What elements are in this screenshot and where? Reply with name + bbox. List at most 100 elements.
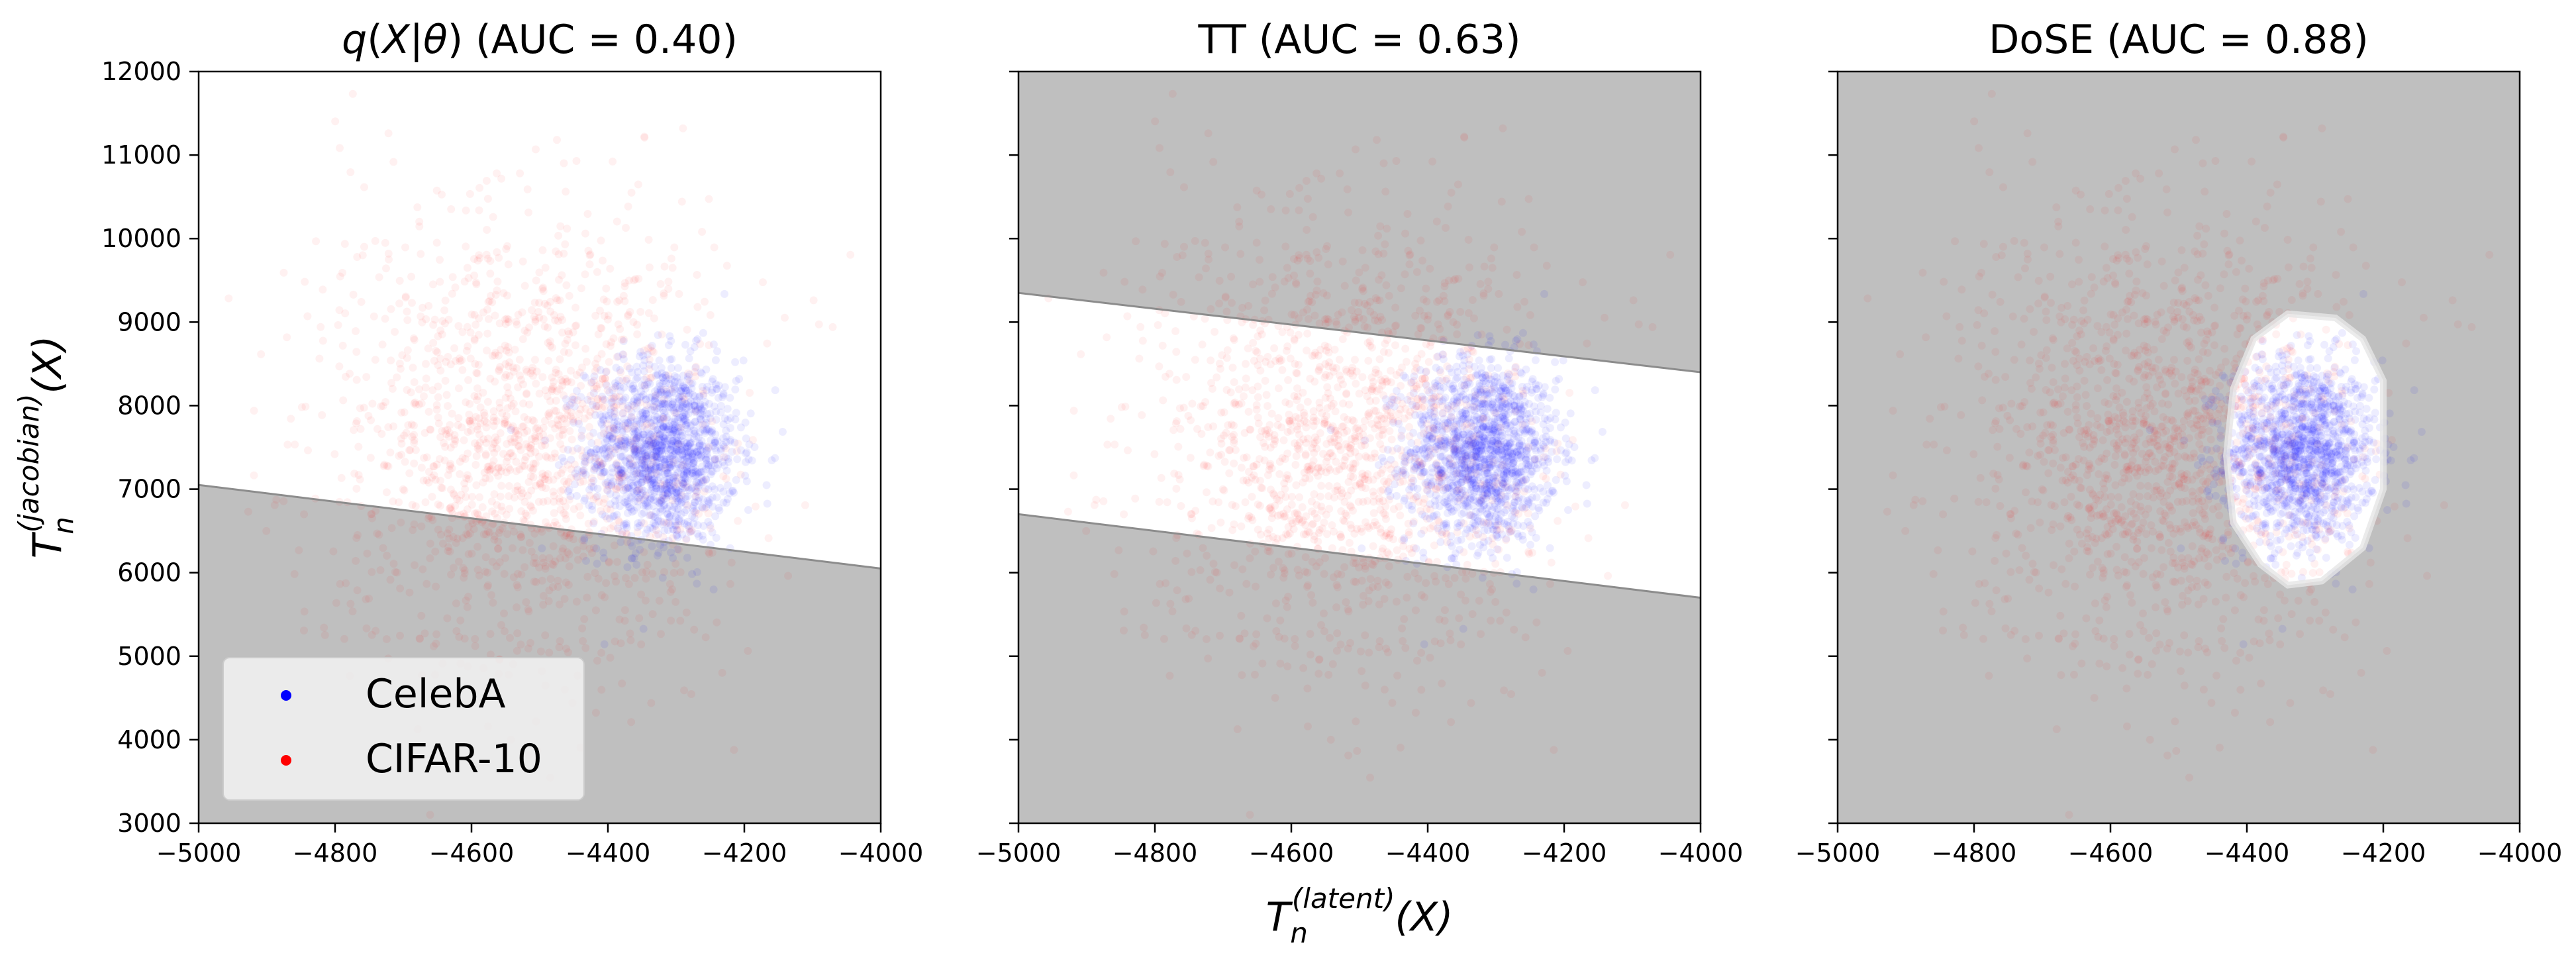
data-point-cifar10 [1204, 250, 1213, 258]
data-point-cifar10 [1308, 521, 1316, 529]
data-point-cifar10 [576, 511, 585, 520]
data-point-celeba [680, 508, 689, 517]
data-point-cifar10 [562, 187, 570, 196]
data-point-cifar10 [451, 283, 460, 291]
data-point-cifar10 [411, 400, 420, 409]
data-point-cifar10 [511, 407, 520, 416]
data-point-cifar10 [570, 460, 579, 469]
data-point-cifar10 [506, 634, 514, 642]
data-point-cifar10 [385, 255, 393, 264]
data-point-celeba [722, 453, 730, 462]
data-point-cifar10 [579, 542, 588, 550]
data-point-celeba [674, 427, 683, 436]
data-point-cifar10 [554, 370, 563, 378]
data-point-cifar10 [488, 461, 497, 470]
data-point-celeba [677, 517, 685, 526]
data-point-celeba [664, 489, 672, 497]
data-point-cifar10 [499, 289, 508, 297]
data-point-cifar10 [429, 462, 438, 470]
data-point-cifar10 [493, 436, 502, 444]
data-point-celeba [686, 448, 695, 457]
data-point-cifar10 [528, 435, 536, 443]
data-point-celeba [720, 442, 728, 451]
data-point-celeba [677, 510, 685, 519]
data-point-cifar10 [567, 366, 575, 375]
data-point-celeba [677, 440, 685, 449]
data-point-celeba [668, 479, 677, 487]
data-point-celeba [706, 414, 715, 423]
data-point-cifar10 [1346, 638, 1354, 647]
data-point-cifar10 [1314, 670, 1323, 678]
data-point-cifar10 [630, 445, 638, 454]
data-point-celeba [587, 378, 596, 387]
data-point-celeba [744, 506, 752, 514]
data-point-cifar10 [594, 402, 603, 411]
data-point-celeba [691, 499, 699, 507]
data-point-cifar10 [1306, 374, 1314, 383]
data-point-cifar10 [395, 452, 403, 460]
data-point-celeba [695, 450, 703, 459]
data-point-cifar10 [801, 501, 809, 509]
data-point-cifar10 [408, 501, 417, 509]
data-point-cifar10 [525, 400, 534, 409]
data-point-cifar10 [1099, 497, 1108, 505]
data-point-celeba [630, 433, 638, 442]
data-point-cifar10 [666, 587, 675, 596]
data-point-cifar10 [1374, 231, 1383, 240]
data-point-cifar10 [464, 449, 472, 458]
data-point-cifar10 [591, 709, 600, 717]
data-point-cifar10 [593, 364, 601, 372]
data-point-celeba [666, 502, 674, 511]
data-point-cifar10 [460, 634, 469, 643]
data-point-celeba [663, 504, 671, 513]
data-point-cifar10 [648, 346, 656, 355]
data-point-celeba [677, 470, 685, 478]
data-point-cifar10 [601, 379, 610, 388]
data-point-celeba [669, 421, 677, 429]
data-point-cifar10 [1187, 631, 1196, 639]
data-point-cifar10 [379, 402, 387, 410]
data-point-celeba [606, 474, 615, 481]
data-point-cifar10 [495, 558, 504, 566]
data-point-celeba [677, 420, 686, 429]
data-point-cifar10 [501, 393, 510, 402]
data-point-cifar10 [613, 558, 621, 566]
data-point-cifar10 [1321, 315, 1329, 324]
data-point-celeba [712, 415, 720, 424]
data-point-celeba [614, 524, 622, 532]
data-point-cifar10 [1349, 473, 1358, 481]
data-point-cifar10 [585, 544, 594, 553]
data-point-cifar10 [257, 350, 266, 358]
data-point-celeba [620, 383, 628, 392]
data-point-cifar10 [491, 311, 499, 320]
data-point-cifar10 [1373, 296, 1381, 305]
data-point-celeba [638, 460, 646, 469]
data-point-cifar10 [566, 412, 575, 421]
data-point-cifar10 [1403, 593, 1411, 602]
data-point-cifar10 [493, 544, 502, 553]
data-point-cifar10 [507, 438, 516, 446]
data-point-celeba [684, 409, 693, 418]
data-point-cifar10 [462, 242, 470, 251]
data-point-cifar10 [763, 339, 771, 348]
data-point-cifar10 [501, 315, 509, 324]
data-point-cifar10 [350, 470, 359, 478]
data-point-celeba [649, 456, 658, 464]
data-point-cifar10 [430, 471, 438, 480]
data-point-celeba [638, 453, 646, 462]
data-point-cifar10 [486, 257, 495, 265]
data-point-cifar10 [1476, 279, 1485, 288]
data-point-cifar10 [1258, 484, 1267, 493]
data-point-cifar10 [558, 430, 567, 439]
data-point-cifar10 [550, 497, 558, 506]
data-point-celeba [658, 491, 667, 499]
data-point-cifar10 [1337, 507, 1346, 515]
data-point-cifar10 [1299, 664, 1308, 672]
data-point-cifar10 [609, 334, 618, 342]
data-point-celeba [652, 404, 661, 413]
data-point-cifar10 [661, 491, 669, 500]
data-point-cifar10 [1301, 553, 1310, 562]
data-point-cifar10 [519, 380, 527, 389]
data-point-cifar10 [564, 648, 572, 656]
data-point-celeba [733, 455, 742, 464]
